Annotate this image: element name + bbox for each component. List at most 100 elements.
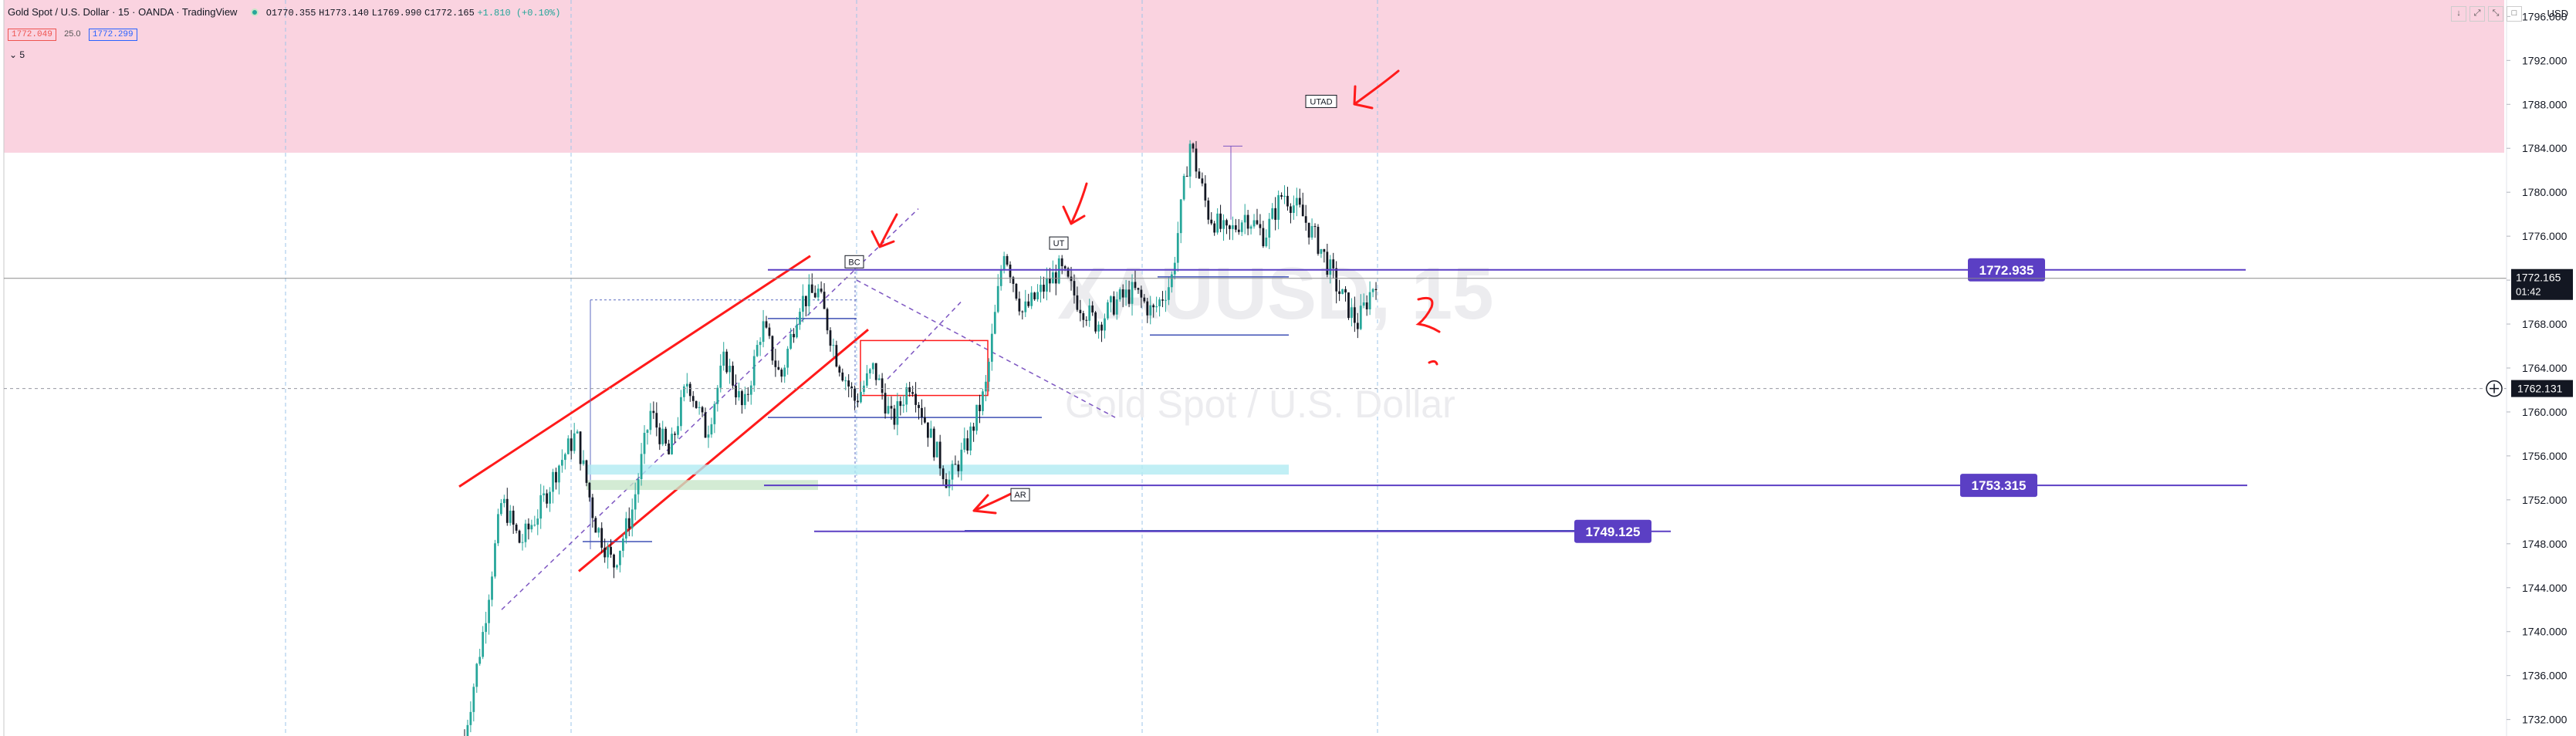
candle-body	[1118, 289, 1121, 300]
question-mark-annotation[interactable]	[1415, 296, 1441, 333]
candle-body	[1043, 285, 1045, 292]
candle-body	[793, 333, 795, 338]
candle-body	[1140, 289, 1143, 298]
candle-body	[1127, 289, 1131, 304]
candle-body	[743, 393, 746, 406]
question-mark-annotation[interactable]	[1428, 360, 1438, 366]
candle-body	[688, 383, 691, 397]
candle-body	[1313, 226, 1317, 228]
candle-body	[698, 407, 701, 408]
candle-body	[472, 687, 475, 712]
arrow-down-icon[interactable]: ↓	[2451, 6, 2466, 22]
label-utad[interactable]: UTAD	[1305, 94, 1337, 108]
candle-body	[1104, 318, 1106, 331]
price-level-badge[interactable]	[1968, 258, 2045, 282]
currency-label[interactable]: USD	[2547, 8, 2568, 19]
candle-body	[555, 471, 557, 483]
demand-zone[interactable]	[587, 480, 818, 491]
price-axis[interactable]	[2507, 0, 2576, 736]
candle-body	[865, 373, 868, 386]
last-price-label: 1772.165	[2516, 272, 2561, 284]
trend-dashed-line[interactable]	[856, 279, 1116, 418]
candle-body	[1298, 198, 1301, 205]
candle-body	[1057, 258, 1060, 284]
demand-zone[interactable]	[587, 464, 1289, 475]
price-tick-label: 1784.000	[2522, 142, 2568, 154]
label-box	[1049, 236, 1069, 250]
indicator-toggle[interactable]: ⌄ 5	[9, 49, 25, 60]
candle-body	[1115, 299, 1118, 315]
price-level-badge[interactable]	[1574, 519, 1651, 543]
candle-body	[1094, 312, 1097, 332]
candle-body	[768, 327, 771, 336]
sell-button[interactable]: 1772.049	[8, 29, 56, 41]
symbol-title[interactable]: Gold Spot / U.S. Dollar · 15 · OANDA · T…	[8, 6, 238, 18]
candle-body	[502, 498, 505, 504]
supply-zone[interactable]	[4, 0, 2504, 153]
candle-body	[1210, 219, 1213, 224]
candle-body	[1012, 277, 1015, 284]
candle-body	[1097, 324, 1100, 332]
candle-body	[756, 345, 759, 356]
channel-dashed-line[interactable]	[501, 208, 919, 610]
label-text: BC	[848, 258, 860, 267]
candle-body	[871, 363, 874, 370]
candle-body	[935, 441, 938, 457]
close-icon[interactable]: □	[2507, 6, 2522, 22]
candle-body	[1240, 222, 1243, 232]
candle-body	[1100, 324, 1103, 331]
price-tick-label: 1780.000	[2522, 186, 2568, 198]
channel-upper-line[interactable]	[458, 255, 811, 488]
candle-body	[707, 434, 710, 438]
arrow-annotation[interactable]	[1353, 69, 1400, 110]
candle-body	[1073, 281, 1076, 295]
candle-body	[735, 385, 737, 398]
price-tick-label: 1776.000	[2522, 230, 2568, 242]
candle-body	[1320, 248, 1323, 254]
candle-body	[985, 381, 987, 392]
candle-body	[966, 438, 969, 451]
buy-button[interactable]: 1772.299	[88, 29, 137, 41]
candle-body	[838, 366, 841, 373]
candle-body	[1353, 307, 1356, 323]
label-ar[interactable]: AR	[1010, 488, 1030, 501]
candle-body	[1155, 306, 1158, 308]
arrow-annotation[interactable]	[870, 213, 898, 248]
candle-body	[945, 479, 948, 488]
price-tick-label: 1744.000	[2522, 582, 2568, 594]
candle-body	[1253, 220, 1256, 227]
candle-body	[1326, 252, 1329, 275]
indicator-count: 5	[19, 49, 25, 60]
candle-body	[655, 413, 658, 428]
candle-body	[1374, 289, 1378, 291]
price-level-badge[interactable]	[1960, 474, 2037, 498]
price-tick-label: 1788.000	[2522, 98, 2568, 110]
candle-body	[987, 361, 990, 382]
candle-countdown: 01:42	[2516, 286, 2541, 298]
price-tick-label: 1764.000	[2522, 362, 2568, 374]
range-box[interactable]	[860, 339, 989, 397]
label-bc[interactable]: BC	[844, 255, 864, 268]
candle-body	[918, 404, 920, 408]
arrow-annotation[interactable]	[1062, 182, 1088, 225]
candle-body	[1176, 233, 1179, 263]
collapse-icon[interactable]: ⤡	[2488, 6, 2503, 22]
label-ut[interactable]: UT	[1049, 236, 1069, 250]
candle-body	[780, 370, 783, 377]
candle-body	[1076, 295, 1079, 310]
candle-body	[515, 525, 518, 531]
candle-body	[881, 378, 884, 393]
price-level-label: 1753.315	[1972, 478, 2027, 493]
candle-body	[1030, 292, 1033, 306]
candle-body	[1265, 237, 1268, 247]
candle-body	[624, 518, 627, 539]
price-tick-label: 1748.000	[2522, 538, 2568, 550]
ohlc-low: L1769.990	[371, 8, 422, 19]
candle-body	[1274, 208, 1277, 220]
arrow-annotation[interactable]	[972, 492, 1012, 515]
candle-body	[1173, 262, 1176, 275]
price-tick-label: 1732.000	[2522, 714, 2568, 726]
expand-icon[interactable]: ⤢	[2470, 6, 2485, 22]
watermark-name: Gold Spot / U.S. Dollar	[1065, 383, 1455, 426]
